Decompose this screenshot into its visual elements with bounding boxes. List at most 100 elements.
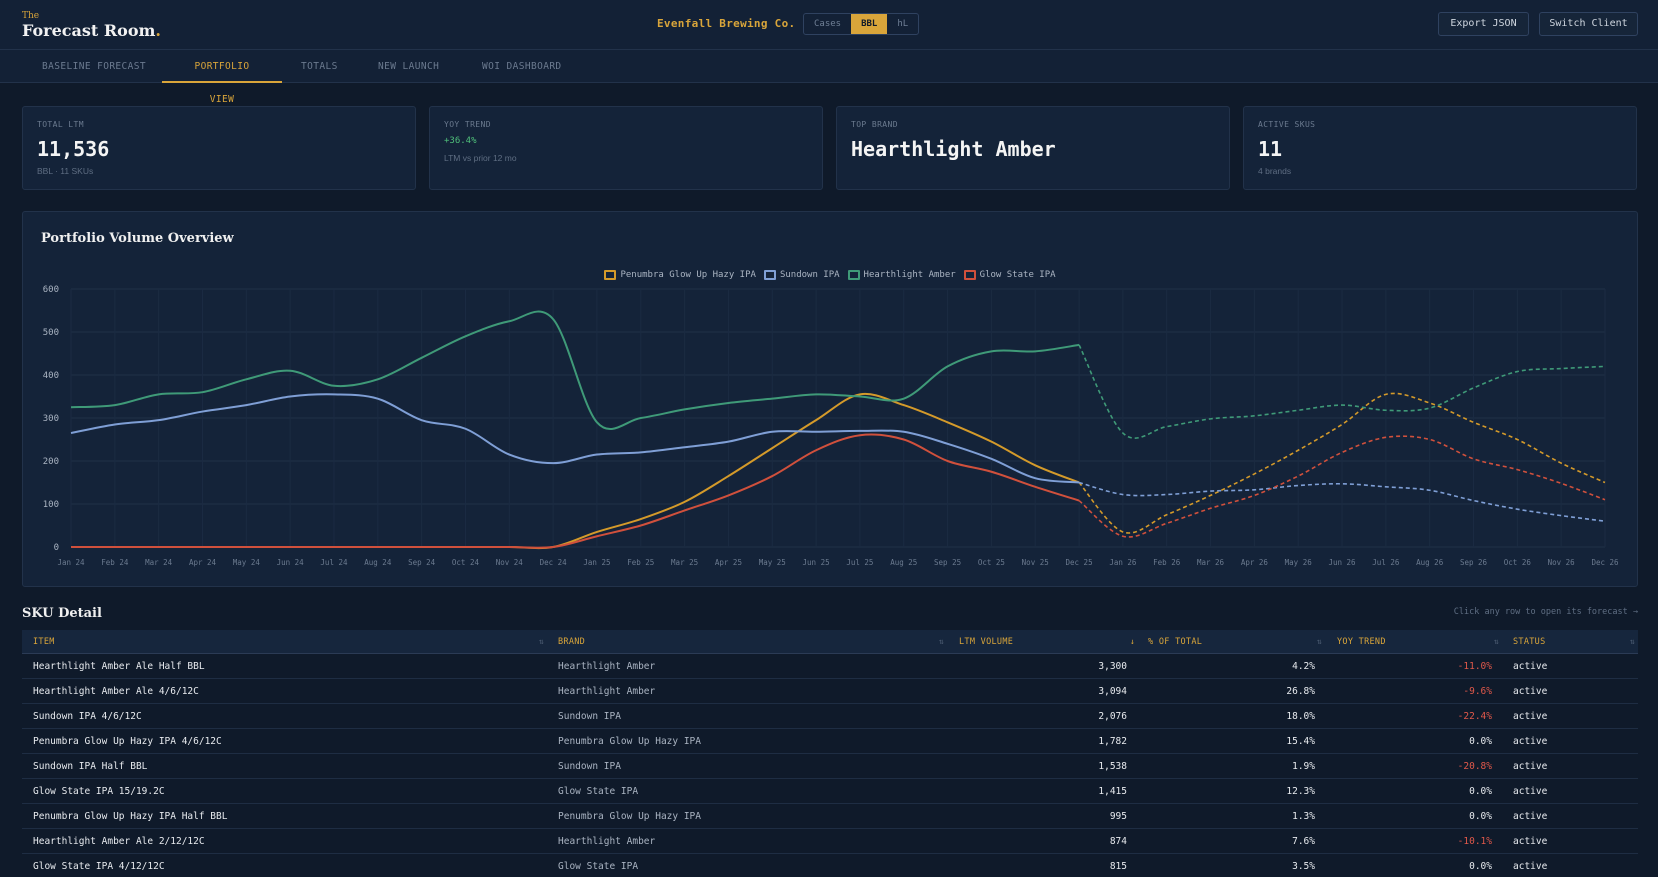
x-tick-label: Jul 26 [1372, 558, 1400, 567]
kpi-top-brand: TOP BRAND Hearthlight Amber [836, 106, 1230, 190]
sort-icon[interactable]: ⇅ [1494, 637, 1499, 646]
sort-icon[interactable]: ⇅ [1317, 637, 1322, 646]
cell-pct-total: 1.9% [1292, 761, 1315, 772]
col-header-status[interactable]: STATUS [1513, 637, 1546, 647]
legend-item[interactable]: Sundown IPA [763, 270, 840, 280]
y-tick-label: 400 [43, 371, 59, 381]
table-row[interactable]: Hearthlight Amber Ale 2/12/12C Hearthligh… [22, 829, 1638, 854]
table-row[interactable]: Hearthlight Amber Ale Half BBL Hearthligh… [22, 654, 1638, 679]
cell-ltm-volume: 815 [1109, 861, 1127, 872]
chart-title: Portfolio Volume Overview [41, 231, 234, 246]
cell-status: active [1513, 786, 1548, 797]
x-tick-label: Mar 26 [1197, 558, 1225, 567]
col-header-ltm-volume[interactable]: LTM VOLUME [959, 637, 1014, 647]
cell-pct-total: 26.8% [1286, 686, 1315, 697]
col-header-pct-total[interactable]: % OF TOTAL [1148, 637, 1203, 647]
table-row[interactable]: Sundown IPA Half BBL Sundown IPA 1,538 1.9%… [22, 754, 1638, 779]
sort-desc-icon[interactable]: ↓ [1130, 637, 1135, 646]
app-logo[interactable]: The Forecast Room. [22, 11, 161, 40]
tab-portfolio-view[interactable]: PORTFOLIO VIEW [162, 50, 282, 105]
cell-pct-total: 7.6% [1292, 836, 1315, 847]
x-tick-label: Oct 25 [978, 558, 1005, 567]
series-line-forecast [1078, 435, 1606, 538]
cell-item: Penumbra Glow Up Hazy IPA 4/6/12C [33, 736, 222, 747]
sku-detail-title: SKU Detail [22, 606, 102, 621]
cell-pct-total: 18.0% [1286, 711, 1315, 722]
cell-pct-total: 15.4% [1286, 736, 1315, 747]
kpi-label: TOTAL LTM [37, 120, 84, 129]
kpi-sub: BBL · 11 SKUs [37, 166, 94, 176]
cell-yoy-trend: -22.4% [1457, 711, 1492, 722]
switch-client-button[interactable]: Switch Client [1539, 12, 1638, 36]
series-line-forecast [1078, 481, 1606, 522]
cell-item: Glow State IPA 4/12/12C [33, 861, 165, 872]
table-row[interactable]: Penumbra Glow Up Hazy IPA Half BBL Penumb… [22, 804, 1638, 829]
cell-brand: Penumbra Glow Up Hazy IPA [558, 811, 701, 822]
sort-icon[interactable]: ⇅ [539, 637, 544, 646]
cell-status: active [1513, 811, 1548, 822]
table-row[interactable]: Glow State IPA 4/12/12C Glow State IPA 815… [22, 854, 1638, 877]
unit-option-hl[interactable]: hL [897, 19, 909, 29]
x-tick-label: Feb 25 [627, 558, 654, 567]
kpi-value: 11,536 [37, 137, 110, 161]
table-row[interactable]: Penumbra Glow Up Hazy IPA 4/6/12C Penumbr… [22, 729, 1638, 754]
x-tick-label: Jan 26 [1109, 558, 1137, 567]
cell-yoy-trend: -10.1% [1457, 836, 1492, 847]
col-header-brand[interactable]: BRAND [558, 637, 586, 647]
table-row[interactable]: Sundown IPA 4/6/12C Sundown IPA 2,076 18.0%… [22, 704, 1638, 729]
x-tick-label: Aug 26 [1416, 558, 1444, 567]
cell-ltm-volume: 874 [1109, 836, 1127, 847]
legend-label: Sundown IPA [779, 270, 840, 280]
unit-option-cases[interactable]: Cases [814, 19, 842, 29]
x-tick-label: May 26 [1285, 558, 1313, 567]
chart-legend: Penumbra Glow Up Hazy IPA Sundown IPA Hear… [23, 270, 1637, 280]
cell-yoy-trend: 0.0% [1469, 736, 1492, 747]
tab-baseline-forecast[interactable]: BASELINE FORECAST [42, 61, 147, 72]
unit-option-bbl[interactable]: BBL [851, 14, 888, 34]
x-tick-label: Jun 24 [277, 558, 305, 567]
tab-totals[interactable]: TOTALS [301, 61, 338, 72]
legend-item[interactable]: Penumbra Glow Up Hazy IPA [604, 270, 756, 280]
table-row[interactable]: Hearthlight Amber Ale 4/6/12C Hearthlight… [22, 679, 1638, 704]
x-tick-label: Jul 25 [846, 558, 873, 567]
legend-item[interactable]: Hearthlight Amber [847, 270, 956, 280]
kpi-value: 11 [1258, 137, 1283, 161]
cell-status: active [1513, 761, 1548, 772]
export-json-button[interactable]: Export JSON [1438, 12, 1529, 36]
x-tick-label: Nov 26 [1548, 558, 1576, 567]
series-line-forecast [1078, 392, 1606, 534]
kpi-label: TOP BRAND [851, 120, 898, 129]
cell-status: active [1513, 836, 1548, 847]
cell-brand: Sundown IPA [558, 761, 621, 772]
x-tick-label: Mar 24 [145, 558, 173, 567]
legend-swatch [604, 270, 617, 280]
client-name: Evenfall Brewing Co. [657, 17, 796, 30]
sort-icon[interactable]: ⇅ [1630, 637, 1635, 646]
x-tick-label: Nov 25 [1022, 558, 1049, 567]
y-tick-label: 200 [43, 457, 59, 467]
legend-label: Glow State IPA [979, 270, 1056, 280]
sort-icon[interactable]: ⇅ [939, 637, 944, 646]
cell-yoy-trend: 0.0% [1469, 861, 1492, 872]
y-tick-label: 100 [43, 500, 59, 510]
legend-item[interactable]: Glow State IPA [963, 270, 1056, 280]
cell-item: Sundown IPA 4/6/12C [33, 711, 142, 722]
cell-status: active [1513, 861, 1548, 872]
kpi-yoy-trend: YOY TREND +36.4% LTM vs prior 12 mo [429, 106, 823, 190]
cell-pct-total: 1.3% [1292, 811, 1315, 822]
logo-main-text: Forecast Room. [22, 21, 161, 40]
series-line-actual [71, 392, 1080, 550]
col-header-yoy-trend[interactable]: YOY TREND [1337, 637, 1386, 647]
table-row[interactable]: Glow State IPA 15/19.2C Glow State IPA 1,4… [22, 779, 1638, 804]
tab-new-launch[interactable]: NEW LAUNCH [378, 61, 440, 72]
cell-item: Penumbra Glow Up Hazy IPA Half BBL [33, 811, 228, 822]
logo-small-text: The [22, 11, 40, 21]
cell-item: Sundown IPA Half BBL [33, 761, 148, 772]
x-tick-label: Feb 24 [101, 558, 129, 567]
cell-item: Glow State IPA 15/19.2C [33, 786, 165, 797]
y-tick-label: 0 [54, 543, 59, 553]
x-tick-label: Feb 26 [1153, 558, 1181, 567]
tab-woi-dashboard[interactable]: WOI DASHBOARD [482, 61, 562, 72]
cell-yoy-trend: 0.0% [1469, 811, 1492, 822]
col-header-item[interactable]: ITEM [33, 637, 55, 647]
